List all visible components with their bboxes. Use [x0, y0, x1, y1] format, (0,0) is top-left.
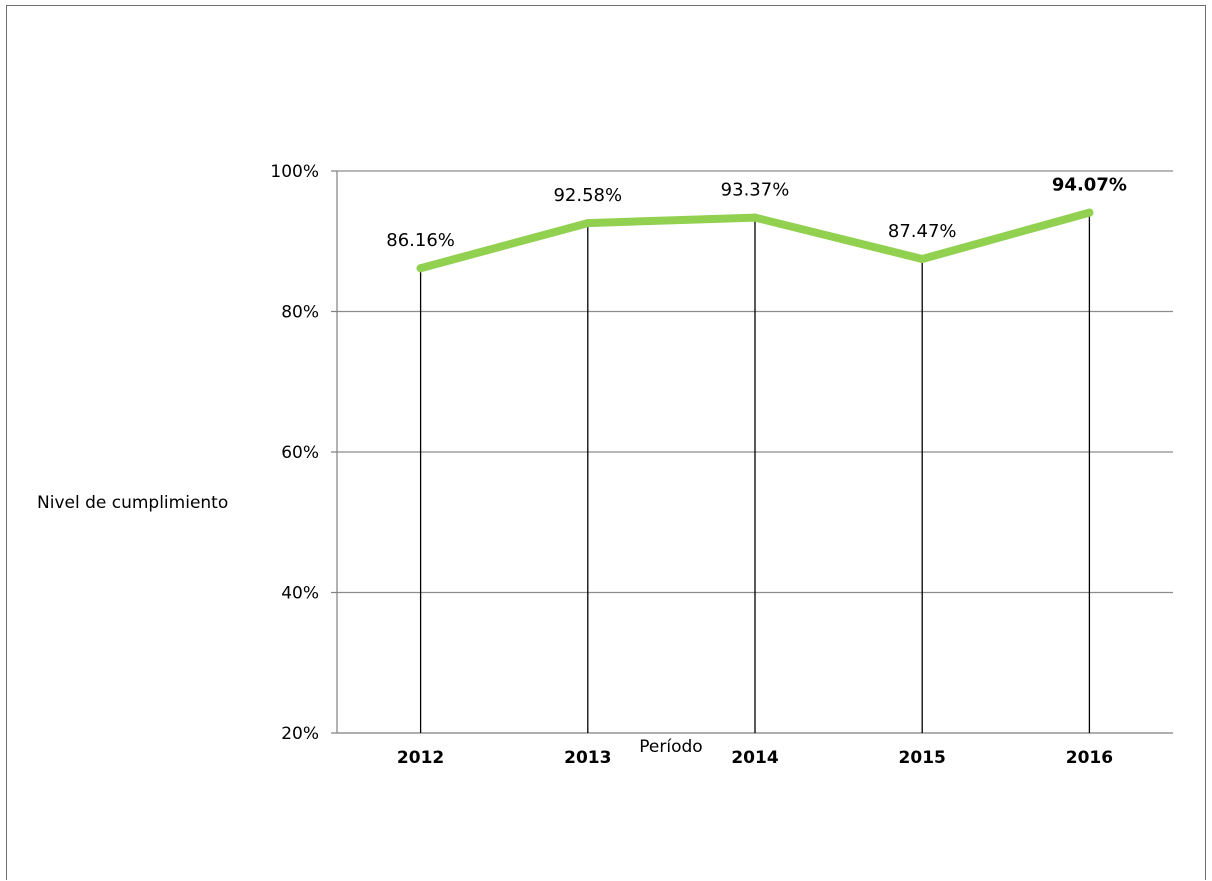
data-point — [751, 213, 759, 222]
data-label: 86.16% — [386, 230, 455, 251]
x-tick-label: 2016 — [1066, 748, 1113, 768]
data-point — [416, 264, 425, 273]
x-tick-label: 2012 — [397, 748, 444, 768]
data-label: 87.47% — [888, 221, 957, 242]
y-tick-label: 100% — [270, 162, 319, 182]
y-tick-label: 20% — [281, 724, 319, 744]
x-tick-label: 2014 — [731, 748, 778, 768]
data-point — [918, 255, 927, 264]
tick-labels: 20% 40% 60% 80% 100% 2012 2013 2014 2015 2016 — [270, 162, 1113, 768]
y-tick-label: 80% — [281, 303, 319, 323]
y-tick-label: 60% — [281, 443, 319, 463]
data-label: 92.58% — [553, 185, 622, 206]
data-labels: 86.16% 92.58% 93.37% 87.47% 94.07% — [386, 175, 1127, 252]
y-tick-label: 40% — [281, 584, 319, 604]
x-tick-label: 2013 — [564, 748, 611, 768]
x-axis-label: Período — [639, 737, 702, 757]
y-axis-label: Nivel de cumplimiento — [37, 493, 228, 513]
data-point — [583, 219, 592, 228]
data-point — [1085, 208, 1094, 217]
x-tick-label: 2015 — [899, 748, 946, 768]
data-label: 93.37% — [721, 180, 790, 201]
chart-frame — [6, 5, 1206, 880]
data-label: 94.07% — [1052, 175, 1127, 196]
drop-lines — [419, 212, 1091, 733]
series — [416, 208, 1094, 273]
